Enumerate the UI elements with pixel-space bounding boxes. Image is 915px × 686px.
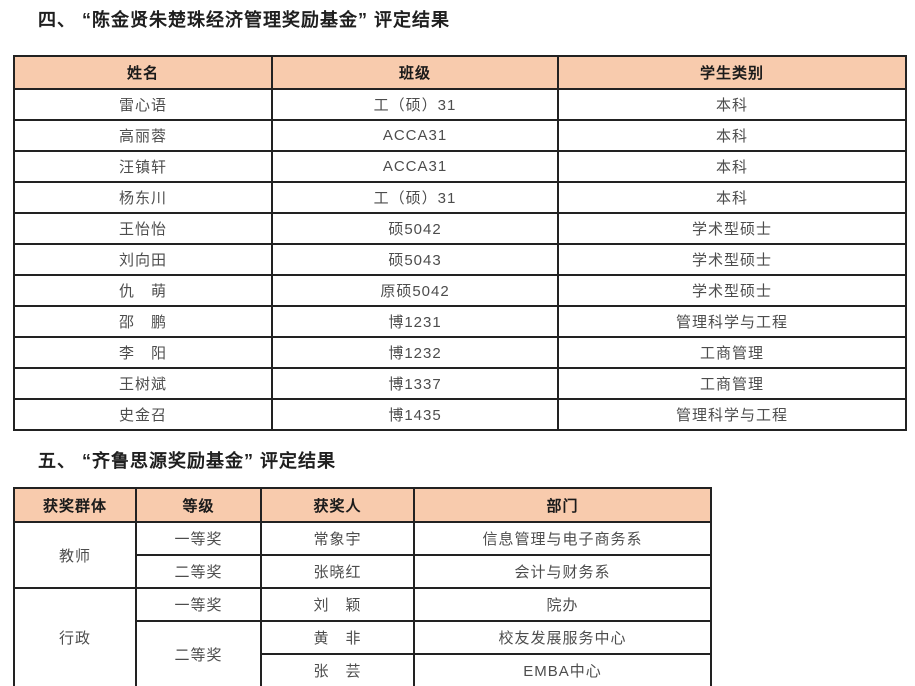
category-cell: 本科 xyxy=(557,119,907,152)
category-cell: 学术型硕士 xyxy=(557,274,907,307)
name-cell: 雷心语 xyxy=(13,88,273,121)
department-cell: EMBA中心 xyxy=(413,653,712,686)
class-cell: ACCA31 xyxy=(271,119,559,152)
table-row: 行政 一等奖刘 颖院办 xyxy=(13,587,712,686)
name-cell: 高丽蓉 xyxy=(13,119,273,152)
level-cell: 二等奖 xyxy=(135,620,262,686)
table1-header-cell: 姓名 xyxy=(13,55,273,90)
table1-header-row: 姓名 班级 学生类别 xyxy=(13,55,907,90)
department-cell: 校友发展服务中心 xyxy=(413,620,712,655)
table-row: 史金召 博1435 管理科学与工程 xyxy=(13,398,907,431)
department-cell: 院办 xyxy=(413,587,712,622)
awardee-cell: 常象宇 xyxy=(260,521,415,556)
name-cell: 仇 萌 xyxy=(13,274,273,307)
class-cell: 博1337 xyxy=(271,367,559,400)
awardee-cell: 张 芸 xyxy=(260,653,415,686)
table1-body: 雷心语 工（硕）31 本科 高丽蓉 ACCA31 本科 汪镇轩 ACCA31 本科 杨东川 工（硕）… xyxy=(13,88,907,431)
name-cell: 王怡怡 xyxy=(13,212,273,245)
table2-header-cell: 部门 xyxy=(413,487,712,523)
category-cell: 工商管理 xyxy=(557,336,907,369)
table-row: 教师 一等奖 常象宇 信息管理与电子商务系 xyxy=(13,521,712,589)
table1-header-cell: 班级 xyxy=(271,55,559,90)
table-row: 汪镇轩 ACCA31 本科 xyxy=(13,150,907,183)
table2-header-cell: 获奖人 xyxy=(260,487,415,523)
table2-header-cell: 获奖群体 xyxy=(13,487,137,523)
table-row: 王树斌 博1337 工商管理 xyxy=(13,367,907,400)
department-cell: 信息管理与电子商务系 xyxy=(413,521,712,556)
table-row: 李 阳博1232 工商管理 xyxy=(13,336,907,369)
class-cell: 博1435 xyxy=(271,398,559,431)
name-cell: 汪镇轩 xyxy=(13,150,273,183)
category-cell: 本科 xyxy=(557,150,907,183)
table1-header-cell: 学生类别 xyxy=(557,55,907,90)
class-cell: 工（硕）31 xyxy=(271,181,559,214)
table-row: 雷心语 工（硕）31 本科 xyxy=(13,88,907,121)
level-cell: 一等奖 xyxy=(135,521,262,556)
class-cell: 工（硕）31 xyxy=(271,88,559,121)
name-cell: 邵 鹏 xyxy=(13,305,273,338)
class-cell: 硕5042 xyxy=(271,212,559,245)
level-cell: 二等奖 xyxy=(135,554,262,589)
award-table-chenjinxian: 姓名 班级 学生类别 雷心语 工（硕）31 本科 高丽蓉 ACCA31 本科 汪镇轩 ACCA31… xyxy=(13,55,907,431)
table-row: 二等奖黄 非校友发展服务中心 xyxy=(14,620,712,686)
category-cell: 工商管理 xyxy=(557,367,907,400)
table-row: 刘向田 硕5043 学术型硕士 xyxy=(13,243,907,276)
table-row: 仇 萌原硕5042 学术型硕士 xyxy=(13,274,907,307)
name-cell: 史金召 xyxy=(13,398,273,431)
table2-header-cell: 等级 xyxy=(135,487,262,523)
table2-body: 教师 一等奖 常象宇 信息管理与电子商务系 二等奖 张晓红 会计与财务系 行政 一等奖刘 颖院办… xyxy=(13,521,712,686)
table-row: 杨东川 工（硕）31 本科 xyxy=(13,181,907,214)
category-cell: 学术型硕士 xyxy=(557,243,907,276)
group-cell: 行政 xyxy=(13,587,137,686)
level-cell: 一等奖 xyxy=(135,587,262,622)
group-cell: 教师 xyxy=(13,521,137,589)
table-row: 张 芸 EMBA中心 xyxy=(14,653,712,686)
awardee-cell: 张晓红 xyxy=(260,554,415,589)
department-cell: 会计与财务系 xyxy=(413,554,712,589)
section5-title: 五、 “齐鲁思源奖励基金” 评定结果 xyxy=(38,451,337,471)
table-row: 邵 鹏博1231 管理科学与工程 xyxy=(13,305,907,338)
awardee-cell: 刘 颖 xyxy=(260,587,415,622)
table-row: 高丽蓉 ACCA31 本科 xyxy=(13,119,907,152)
name-cell: 李 阳 xyxy=(13,336,273,369)
name-cell: 杨东川 xyxy=(13,181,273,214)
category-cell: 学术型硕士 xyxy=(557,212,907,245)
name-cell: 王树斌 xyxy=(13,367,273,400)
awardee-cell: 黄 非 xyxy=(260,620,415,655)
class-cell: 硕5043 xyxy=(271,243,559,276)
award-table-qilusiyuan: 获奖群体 等级 获奖人 部门 教师 一等奖 常象宇 信息管理与电子商务系 二等奖 张晓红 会计与财… xyxy=(13,487,712,686)
table-row: 二等奖 张晓红 会计与财务系 xyxy=(14,554,712,589)
table2-header-row: 获奖群体 等级 获奖人 部门 xyxy=(13,487,712,523)
name-cell: 刘向田 xyxy=(13,243,273,276)
class-cell: 原硕5042 xyxy=(271,274,559,307)
class-cell: 博1232 xyxy=(271,336,559,369)
category-cell: 本科 xyxy=(557,181,907,214)
category-cell: 管理科学与工程 xyxy=(557,305,907,338)
section4-title: 四、 “陈金贤朱楚珠经济管理奖励基金” 评定结果 xyxy=(38,10,450,30)
class-cell: ACCA31 xyxy=(271,150,559,183)
category-cell: 管理科学与工程 xyxy=(557,398,907,431)
table-row: 王怡怡 硕5042 学术型硕士 xyxy=(13,212,907,245)
category-cell: 本科 xyxy=(557,88,907,121)
class-cell: 博1231 xyxy=(271,305,559,338)
